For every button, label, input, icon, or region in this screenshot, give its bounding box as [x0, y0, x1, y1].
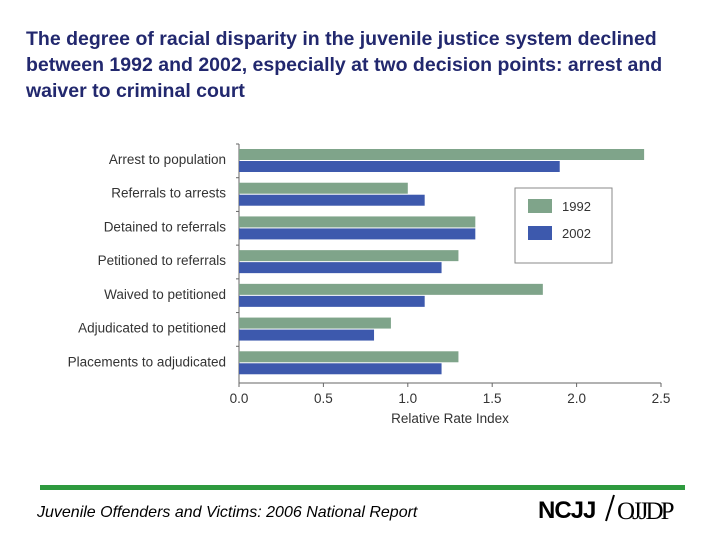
bar-2002-1: [239, 161, 560, 172]
bar-2002-4: [239, 262, 442, 274]
bar-1992-4: [239, 250, 459, 262]
bar-2002-3: [239, 228, 476, 240]
x-tick-label: 1.0: [398, 391, 417, 406]
x-tick-label: 0.0: [230, 391, 249, 406]
plot-area: Arrest to population Referrals to arrests…: [68, 143, 671, 426]
slide-title: The degree of racial disparity in the ju…: [26, 28, 663, 102]
legend-label-1992: 1992: [562, 199, 591, 214]
legend-swatch-1992: [528, 199, 552, 213]
category-label: Waived to petitioned: [104, 287, 226, 302]
legend-swatch-2002: [528, 226, 552, 240]
bar-2002-6: [239, 329, 375, 341]
x-tick-label: 2.5: [652, 391, 671, 406]
bar-1992-3: [239, 216, 476, 228]
bar-chart: Arrest to population Referrals to arrests…: [68, 143, 671, 426]
bar-1992-7: [239, 351, 459, 363]
bar-1992-2: [239, 182, 408, 194]
bar-1992-1: [239, 149, 645, 160]
x-axis-label: Relative Rate Index: [391, 411, 509, 426]
footer-citation: Juvenile Offenders and Victims: 2006 Nat…: [37, 504, 418, 521]
bar-2002-7: [239, 363, 442, 375]
category-label: Petitioned to referrals: [98, 253, 227, 268]
footer-rule: [40, 485, 685, 490]
bar-1992-5: [239, 283, 543, 295]
logo-ojjdp: OJJDP: [617, 498, 674, 525]
logo-ncjj: NCJJ: [538, 497, 595, 524]
category-label: Referrals to arrests: [111, 186, 226, 201]
x-tick-label: 2.0: [567, 391, 586, 406]
bar-2002-5: [239, 295, 425, 307]
category-label: Placements to adjudicated: [68, 354, 226, 369]
x-tick-label: 0.5: [314, 391, 333, 406]
x-tick-label: 1.5: [483, 391, 502, 406]
ncjj-ojjdp-logo: NCJJ OJJDP: [538, 494, 677, 525]
logo-slash: [605, 494, 615, 522]
category-label: Adjudicated to petitioned: [78, 321, 226, 336]
legend-label-2002: 2002: [562, 226, 591, 241]
bar-1992-6: [239, 317, 391, 329]
category-label: Arrest to population: [109, 152, 226, 167]
bar-2002-2: [239, 194, 425, 206]
category-label: Detained to referrals: [104, 219, 227, 234]
legend: 1992 2002: [514, 187, 613, 264]
